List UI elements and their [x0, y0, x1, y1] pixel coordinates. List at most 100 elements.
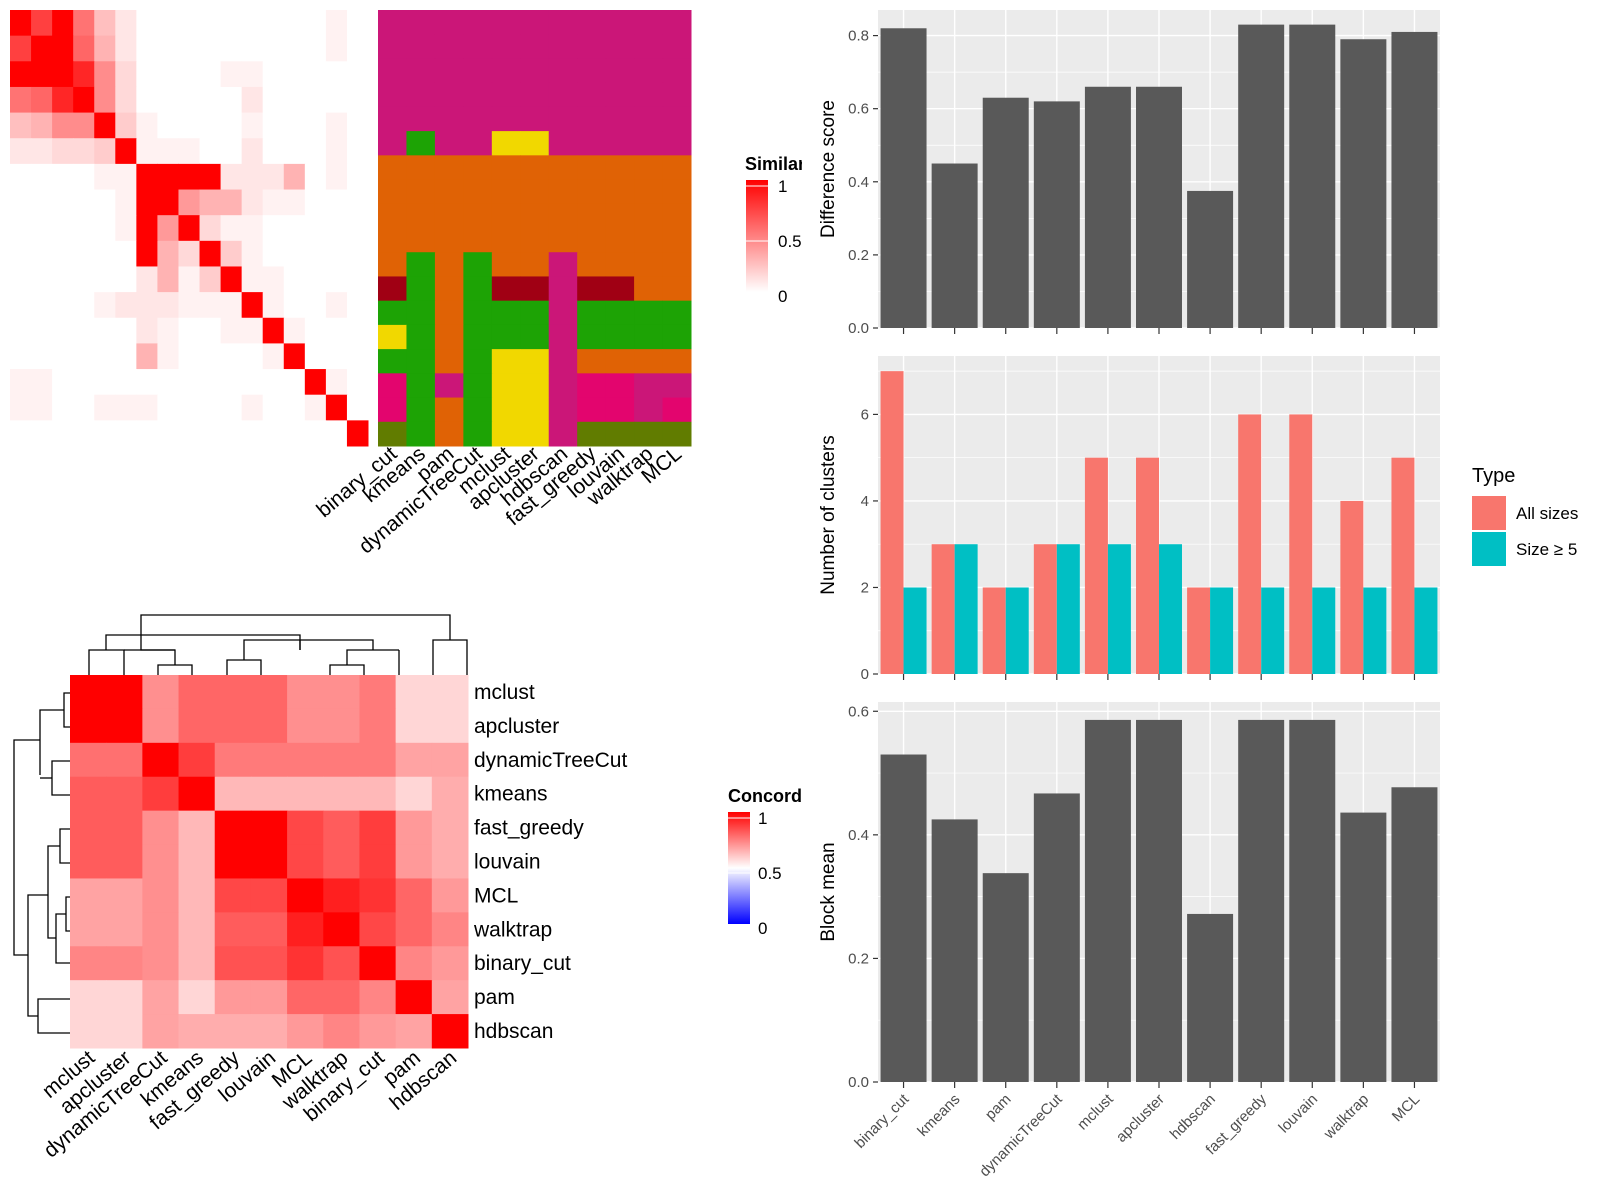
similarity-cell [136, 86, 158, 114]
similarity-cell [220, 369, 243, 396]
similarity-cell [10, 394, 32, 421]
similarity-cell [325, 35, 348, 62]
similarity-cell [283, 112, 306, 139]
similarity-cell [283, 138, 306, 165]
cluster-cell [491, 34, 521, 59]
concordance-cell [214, 980, 252, 1015]
cluster-cell [520, 106, 550, 132]
concordance-row-label: apcluster [474, 715, 559, 738]
cluster-cell [434, 373, 464, 399]
y-tick-label: 0.4 [848, 174, 869, 191]
concordance-row-label: hdbscan [474, 1020, 553, 1043]
concordance-cell [431, 708, 469, 744]
cluster-cell [662, 300, 692, 326]
similarity-cell [178, 369, 201, 396]
similarity-cell [241, 394, 264, 421]
concordance-cell [178, 776, 216, 812]
legend-swatch-all-sizes [1472, 496, 1506, 530]
similarity-cell [94, 215, 116, 242]
similarity-cell [10, 420, 32, 447]
similarity-cell [136, 394, 158, 421]
bar [1391, 457, 1415, 674]
cluster-cell [520, 324, 550, 350]
concordance-cell [287, 1014, 324, 1049]
similarity-cell [115, 343, 137, 370]
concordance-cell [178, 742, 216, 778]
concordance-cell [142, 980, 180, 1015]
similarity-cell [346, 369, 369, 396]
similarity-cell [178, 35, 201, 62]
similarity-cell [220, 240, 243, 267]
cluster-cell [406, 228, 436, 253]
similarity-cell [283, 189, 306, 216]
cluster-cell [577, 252, 607, 277]
cluster-cell [463, 10, 493, 35]
similarity-cell [346, 394, 369, 421]
cluster-cell [520, 203, 550, 229]
concordance-cell [250, 810, 288, 846]
similarity-cell [199, 317, 222, 344]
concordance-cell [323, 742, 360, 778]
cluster-cell [662, 179, 692, 205]
cluster-cell [434, 82, 464, 108]
similarity-cell [178, 61, 201, 88]
similarity-cell [73, 266, 95, 293]
similarity-cell [283, 343, 306, 370]
concordance-cell [106, 878, 143, 913]
cluster-cell [520, 349, 550, 374]
similarity-cell [73, 215, 95, 242]
cluster-cell [406, 252, 436, 277]
cluster-cell [634, 228, 664, 253]
cluster-cell [434, 228, 464, 253]
similarity-cell [199, 10, 222, 37]
similarity-cell [220, 394, 243, 421]
cluster-cell [491, 10, 521, 35]
concordance-cell [395, 980, 433, 1015]
similarity-cell [31, 86, 53, 114]
cluster-cell [491, 58, 521, 84]
cluster-cell [434, 324, 464, 350]
concordance-cell [142, 878, 180, 913]
concordance-row-label: fast_greedy [474, 817, 584, 840]
cluster-cell [548, 10, 578, 35]
similarity-cell [262, 240, 285, 267]
similarity-cell [115, 420, 137, 447]
left-dendrogram [13, 692, 70, 1034]
similarity-cell [220, 292, 243, 319]
concordance-cell [178, 675, 216, 710]
similarity-cell [220, 86, 243, 114]
similarity-cell [115, 215, 137, 242]
similarity-cell [262, 163, 285, 191]
concordance-cell [178, 980, 216, 1015]
cluster-cell [634, 34, 664, 59]
similarity-cell [262, 394, 285, 421]
bar [1136, 457, 1159, 674]
concordance-cell [142, 675, 180, 710]
concordance-cell [250, 742, 288, 778]
similarity-cell [304, 240, 327, 267]
similarity-cell [94, 112, 116, 139]
similarity-cell [73, 35, 95, 62]
concordance-cell [250, 912, 288, 947]
bar [1363, 587, 1387, 674]
similarity-cell [10, 240, 32, 267]
cluster-cell [577, 397, 607, 423]
cluster-cell [406, 106, 436, 132]
concordance-cell [70, 912, 107, 947]
concordance-cell [359, 810, 397, 846]
concordance-cell [323, 844, 360, 879]
cluster-cell [434, 34, 464, 59]
similarity-cell [346, 189, 369, 216]
similarity-cell [199, 369, 222, 396]
concordance-cell [178, 878, 216, 913]
similarity-cell [10, 369, 32, 396]
similarity-cell [283, 369, 306, 396]
similarity-cell [136, 189, 158, 216]
similarity-cell [52, 317, 74, 344]
bar [1187, 190, 1234, 328]
similarity-cell [157, 163, 179, 191]
number-of-clusters-chart: 0 2 4 6 Number of clusters [818, 356, 1440, 683]
cluster-cell [434, 203, 464, 229]
concordance-cell [359, 1014, 397, 1049]
similarity-cell [136, 163, 158, 191]
